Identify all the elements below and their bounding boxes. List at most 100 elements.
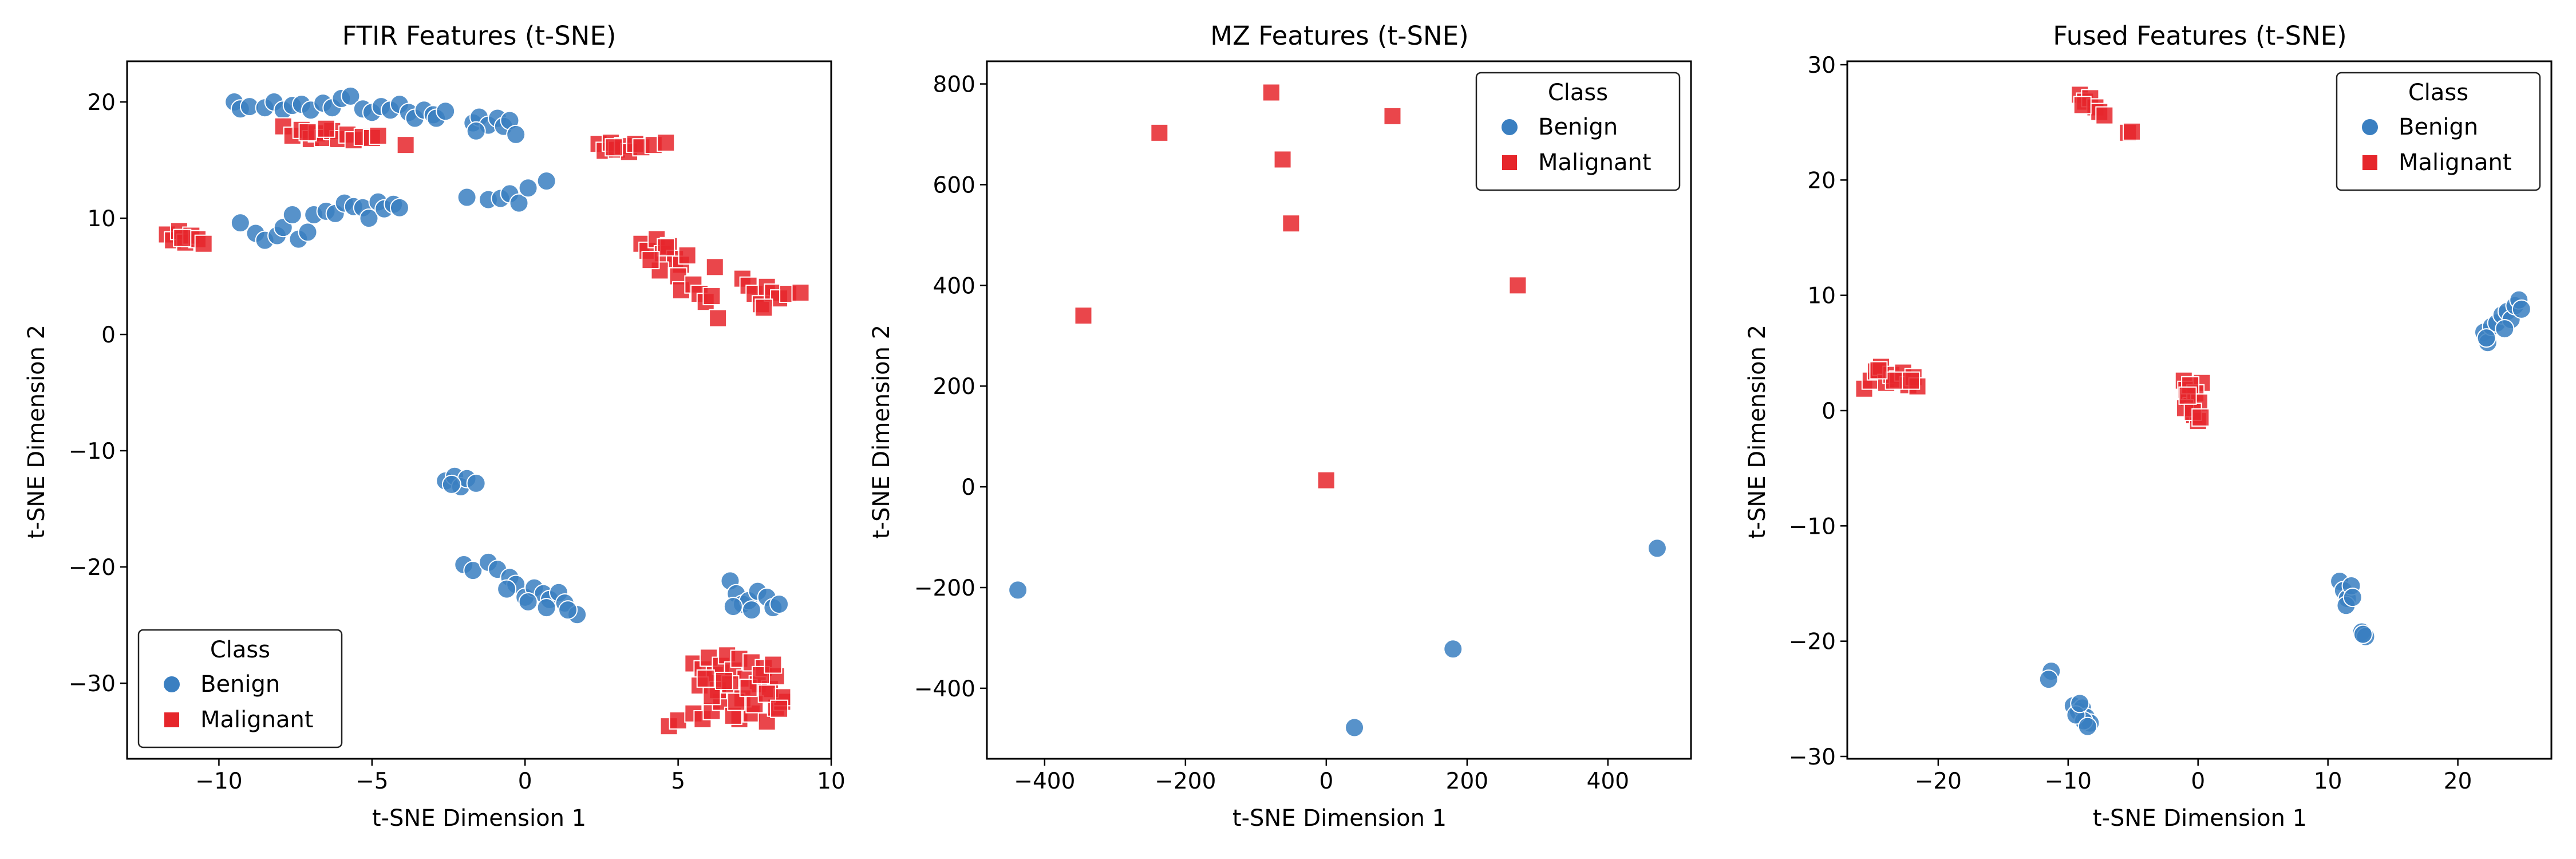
benign-point [2511,299,2531,319]
x-axis-label: t-SNE Dimension 1 [1232,805,1447,832]
markers [1855,85,2531,736]
legend: Class Benign Malignant [1475,72,1681,191]
malignant-point [702,687,721,706]
malignant-point [754,298,773,317]
x-tick-label: 20 [2444,769,2472,794]
benign-point [1008,580,1028,600]
legend-label: Benign [2399,114,2478,140]
benign-point [466,121,486,141]
legend: Class Benign Malignant [137,629,343,748]
y-tick-label: 0 [101,322,116,348]
malignant-point [1150,123,1169,142]
malignant-point [709,309,728,328]
subplot-ftir: FTIR Features (t-SNE) t-SNE Dimension 1 … [23,21,846,832]
benign-point [741,600,761,620]
malignant-point [369,126,388,145]
malignant-point [194,234,213,253]
malignant-point [396,136,415,155]
benign-point [536,171,556,191]
benign-point [769,594,789,614]
legend-label: Malignant [2399,149,2512,176]
y-tick-label: 20 [1807,168,1836,194]
malignant-point [1282,214,1301,233]
y-tick-label: −20 [1789,629,1836,655]
malignant-point [657,238,675,257]
x-tick-label: −20 [1915,769,1962,794]
benign-point [1345,718,1365,738]
malignant-point [757,684,776,703]
malignant-point [1884,371,1903,390]
malignant-point [2095,106,2114,125]
legend-box [2336,72,2541,191]
benign-point [506,124,526,144]
legend-title: Class [210,637,270,663]
malignant-point [650,261,669,280]
x-axis-label: t-SNE Dimension 1 [2093,805,2307,832]
subplot-fused: Fused Features (t-SNE) t-SNE Dimension 1… [1744,21,2553,832]
benign-point [536,598,556,618]
malignant-point [657,133,675,152]
y-tick-label: −30 [69,671,116,697]
y-tick-label: 10 [87,206,116,232]
malignant-point [705,258,724,277]
malignant-point [641,251,660,270]
axes-frame [126,60,832,760]
benign-point [2476,328,2496,348]
malignant-point [298,123,317,141]
benign-point [723,597,743,617]
axes-frame [986,60,1692,760]
x-tick-label: 0 [1319,769,1333,794]
y-tick-label: −10 [69,439,116,464]
x-tick-label: 0 [2191,769,2205,794]
x-tick-label: 200 [1446,769,1488,794]
legend-title: Class [1548,80,1608,106]
x-tick-label: 10 [2314,769,2342,794]
malignant-point [2178,386,2197,405]
malignant-point [1317,471,1336,490]
x-tick-label: −10 [195,769,242,794]
y-tick-label: −30 [1789,744,1836,770]
malignant-point [770,699,789,718]
malignant-point [605,138,623,157]
malignant-point [1383,107,1402,125]
legend-malignant-marker [2361,154,2379,171]
legend-label: Benign [200,671,280,698]
x-tick-label: 10 [817,769,846,794]
benign-point [298,222,318,242]
x-tick-label: 0 [518,769,532,794]
malignant-point [173,228,192,247]
panel-title: MZ Features (t-SNE) [1210,21,1468,51]
malignant-point [2073,96,2092,115]
y-tick-label: 200 [933,374,975,400]
benign-point [230,213,250,233]
benign-point [389,198,409,218]
benign-point [518,592,538,612]
y-tick-label: 400 [933,273,975,299]
benign-point [466,473,486,493]
x-axis-label: t-SNE Dimension 1 [372,805,586,832]
benign-point [463,561,483,581]
y-tick-label: 800 [933,72,975,98]
benign-point [2353,624,2373,644]
benign-point [282,204,302,224]
legend-box [137,629,343,748]
y-axis-label: t-SNE Dimension 2 [23,325,50,539]
malignant-point [764,655,783,674]
malignant-point [1902,371,1921,390]
benign-point [2077,716,2097,736]
markers [1008,83,1667,738]
legend-title: Class [2408,80,2468,106]
malignant-point [1273,150,1292,169]
y-tick-label: −200 [914,576,975,601]
legend-label: Benign [1538,114,1618,140]
y-tick-label: 30 [1807,53,1836,78]
benign-point [2038,669,2059,689]
legend-malignant-marker [1501,154,1518,171]
y-tick-label: 10 [1807,283,1836,309]
x-tick-label: −400 [1014,769,1075,794]
benign-point [441,474,461,494]
y-tick-label: 0 [1822,399,1836,424]
x-tick-label: 5 [671,769,685,794]
benign-point [359,208,379,228]
